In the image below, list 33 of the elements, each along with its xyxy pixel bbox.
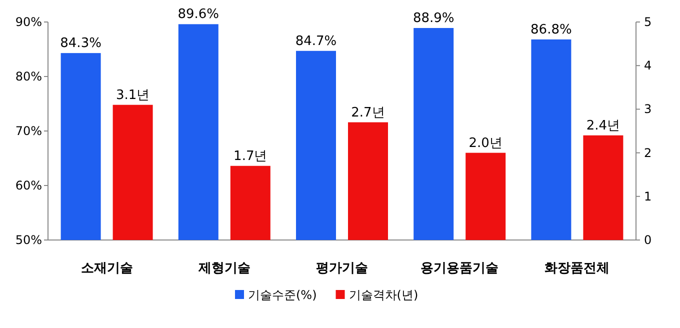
y-tick-label: 70%	[15, 124, 42, 138]
y-tick-label: 60%	[15, 178, 42, 192]
bar	[112, 104, 153, 240]
y-tick-label: 80%	[15, 70, 42, 84]
bar	[466, 152, 506, 240]
data-label: 2.4년	[586, 118, 620, 134]
data-label: 89.6%	[178, 7, 220, 22]
y-tick-label: 90%	[15, 15, 42, 29]
data-label: 84.7%	[295, 34, 337, 49]
bar	[348, 122, 388, 240]
legend-label: 기술격차(년)	[348, 288, 418, 302]
bar	[583, 135, 624, 240]
x-tick-label: 용기용품기술	[420, 261, 499, 276]
y2-tick-label: 5	[644, 15, 652, 29]
y2-tick-label: 1	[644, 189, 652, 204]
x-tick-label: 평가기술	[316, 261, 368, 276]
data-label: 2.7년	[351, 105, 385, 120]
y-tick-label: 50%	[15, 233, 42, 247]
y2-tick-label: 4	[644, 58, 652, 73]
x-tick-label: 소재기술	[80, 261, 133, 276]
y2-tick-label: 3	[644, 102, 652, 116]
legend-label: 기술수준(%)	[248, 288, 317, 302]
y2-tick-label: 2	[644, 146, 652, 160]
x-tick-label: 제형기술	[197, 261, 250, 276]
data-label: 86.8%	[530, 22, 572, 38]
y2-tick-label: 0	[644, 233, 652, 247]
data-label: 2.0년	[468, 136, 502, 151]
data-label: 84.3%	[60, 36, 102, 52]
bar	[230, 166, 270, 240]
data-label: 88.9%	[412, 10, 454, 26]
data-label: 3.1년	[116, 88, 150, 103]
x-tick-label: 화장품전체	[544, 261, 610, 276]
data-label: 1.7년	[234, 148, 268, 164]
